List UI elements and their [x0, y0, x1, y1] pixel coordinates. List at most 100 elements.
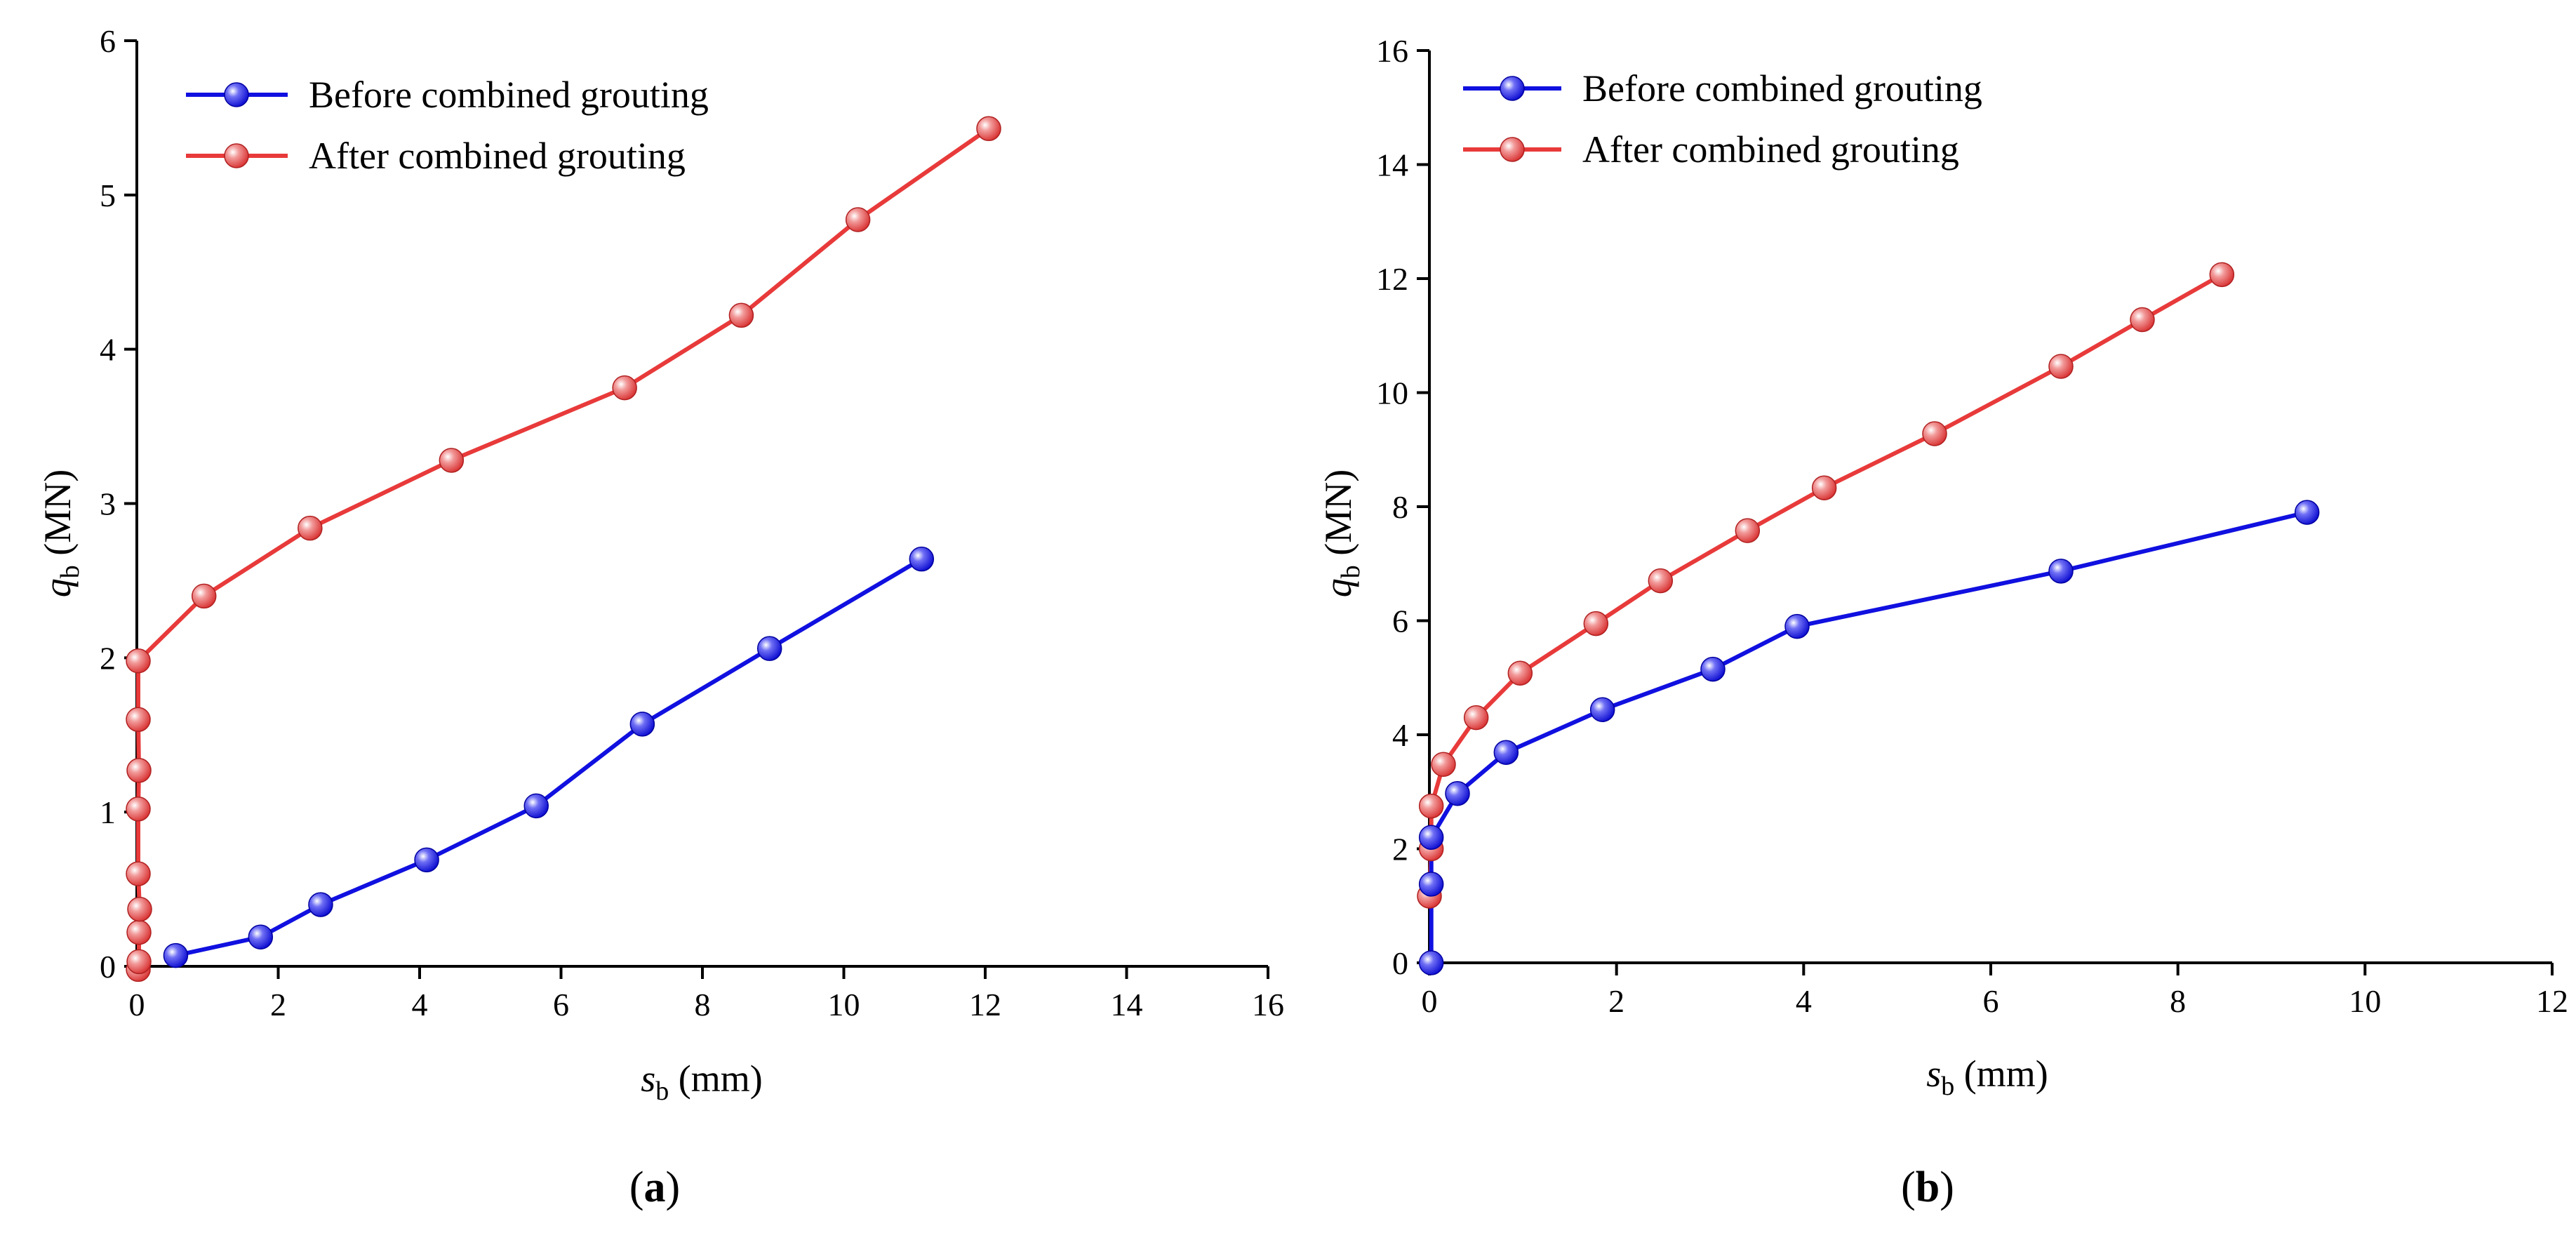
x-tick-label-a: 12 [969, 987, 1001, 1022]
data-point-after-a [845, 207, 871, 232]
data-point-after-a [126, 949, 152, 975]
data-point-before-a [629, 712, 655, 737]
data-point-before-a [909, 546, 935, 572]
legend-label-after-b: After combined grouting [1582, 128, 1959, 171]
y-tick-label-a: 4 [100, 332, 116, 368]
data-point-after-a [191, 583, 217, 609]
x-tick-label-b: 8 [2170, 983, 2186, 1019]
data-point-before-b [1784, 613, 1810, 639]
data-point-after-b [1431, 752, 1456, 777]
data-point-before-b [1700, 656, 1726, 682]
data-point-before-a [756, 636, 782, 661]
panel-label-a: (a) [629, 1164, 680, 1211]
data-point-before-a [248, 924, 274, 949]
data-point-after-a [298, 515, 323, 541]
y-tick-label-b: 8 [1392, 489, 1408, 525]
data-point-after-b [1811, 475, 1837, 500]
legend-a: Before combined grouting After combined … [186, 74, 709, 177]
data-point-after-a [126, 707, 151, 733]
data-point-after-a [439, 448, 465, 473]
x-tick-label-b: 0 [1422, 983, 1438, 1019]
chart-panel-b: Before combined grouting After combined … [1317, 33, 2568, 1211]
data-point-before-b [1418, 872, 1444, 897]
y-axis-label-b: qb (MN) [1317, 469, 1366, 597]
legend-marker-before-a [224, 82, 249, 107]
y-axis-label-a: qb (MN) [36, 469, 85, 597]
data-point-after-a [126, 758, 152, 783]
data-point-before-a [163, 942, 189, 968]
y-tick-label-b: 10 [1376, 375, 1408, 411]
x-tick-label-a: 2 [270, 987, 286, 1022]
data-point-after-b [1463, 705, 1489, 731]
data-point-after-b [1583, 611, 1609, 637]
x-axis-label-b: sb (mm) [1926, 1053, 2048, 1101]
y-tick-label-a: 3 [100, 486, 116, 522]
legend-marker-before-b [1500, 76, 1525, 101]
x-tick-label-a: 10 [828, 987, 860, 1022]
data-point-before-b [2294, 500, 2320, 525]
data-point-after-b [1735, 518, 1761, 543]
x-tick-label-b: 2 [1608, 983, 1624, 1019]
x-tick-label-b: 10 [2349, 983, 2381, 1019]
data-point-after-b [1418, 793, 1444, 819]
data-point-before-b [1418, 825, 1444, 850]
panel-label-b: (b) [1901, 1164, 1954, 1211]
x-tick-label-a: 8 [695, 987, 711, 1022]
data-point-after-b [2130, 307, 2155, 333]
data-point-before-a [523, 793, 549, 819]
legend-marker-after-b [1500, 137, 1525, 162]
data-point-before-a [414, 847, 439, 873]
y-tick-label-a: 1 [100, 794, 116, 830]
series-line-before-a [175, 557, 923, 958]
x-tick-label-b: 4 [1796, 983, 1812, 1019]
data-point-before-b [1418, 950, 1444, 975]
data-point-after-b [1648, 568, 1674, 594]
x-tick-label-a: 14 [1111, 987, 1143, 1022]
x-axis-label-a: sb (mm) [641, 1058, 763, 1106]
data-point-after-a [126, 648, 151, 674]
data-point-before-b [1493, 740, 1519, 765]
legend-label-before-a: Before combined grouting [309, 74, 709, 116]
x-tick-label-a: 0 [129, 987, 145, 1022]
y-tick-label-b: 0 [1392, 945, 1408, 981]
data-point-before-b [1445, 780, 1470, 806]
data-point-after-b [2209, 262, 2235, 288]
x-tick-label-b: 6 [1983, 983, 1999, 1019]
series-line-after-a [136, 126, 990, 970]
y-tick-label-b: 12 [1376, 261, 1408, 297]
legend-b: Before combined grouting After combined … [1463, 67, 1982, 171]
x-tick-label-a: 4 [412, 987, 428, 1022]
y-tick-label-a: 0 [100, 949, 116, 985]
data-point-after-a [126, 797, 151, 822]
y-tick-label-b: 14 [1376, 147, 1408, 183]
series-line-before-b [1429, 510, 2308, 963]
data-point-after-b [2048, 354, 2074, 379]
data-point-after-a [976, 116, 1001, 142]
data-point-after-b [1507, 660, 1533, 686]
data-point-after-a [728, 302, 754, 328]
y-tick-label-b: 2 [1392, 832, 1408, 867]
legend-label-before-b: Before combined grouting [1582, 67, 1982, 109]
y-tick-label-b: 6 [1392, 604, 1408, 639]
series-line-after-b [1427, 272, 2223, 897]
data-point-after-a [127, 896, 152, 922]
y-tick-label-b: 4 [1392, 717, 1408, 753]
data-point-after-a [612, 375, 637, 401]
x-tick-label-a: 16 [1252, 987, 1284, 1022]
y-tick-label-a: 6 [100, 23, 116, 59]
legend-label-after-a: After combined grouting [309, 135, 686, 177]
data-point-before-b [1589, 697, 1615, 722]
data-point-before-b [2048, 559, 2074, 584]
data-point-after-b [1922, 421, 1947, 446]
legend-marker-after-a [224, 143, 249, 168]
y-tick-label-a: 2 [100, 640, 116, 676]
x-tick-label-a: 6 [553, 987, 569, 1022]
data-point-after-a [126, 861, 151, 886]
x-tick-label-b: 12 [2536, 983, 2568, 1019]
data-point-after-a [126, 919, 152, 945]
chart-panel-a: Before combined grouting After combined … [36, 23, 1284, 1211]
y-tick-label-b: 16 [1376, 33, 1408, 69]
y-tick-label-a: 5 [100, 178, 116, 213]
data-point-before-a [308, 892, 333, 917]
